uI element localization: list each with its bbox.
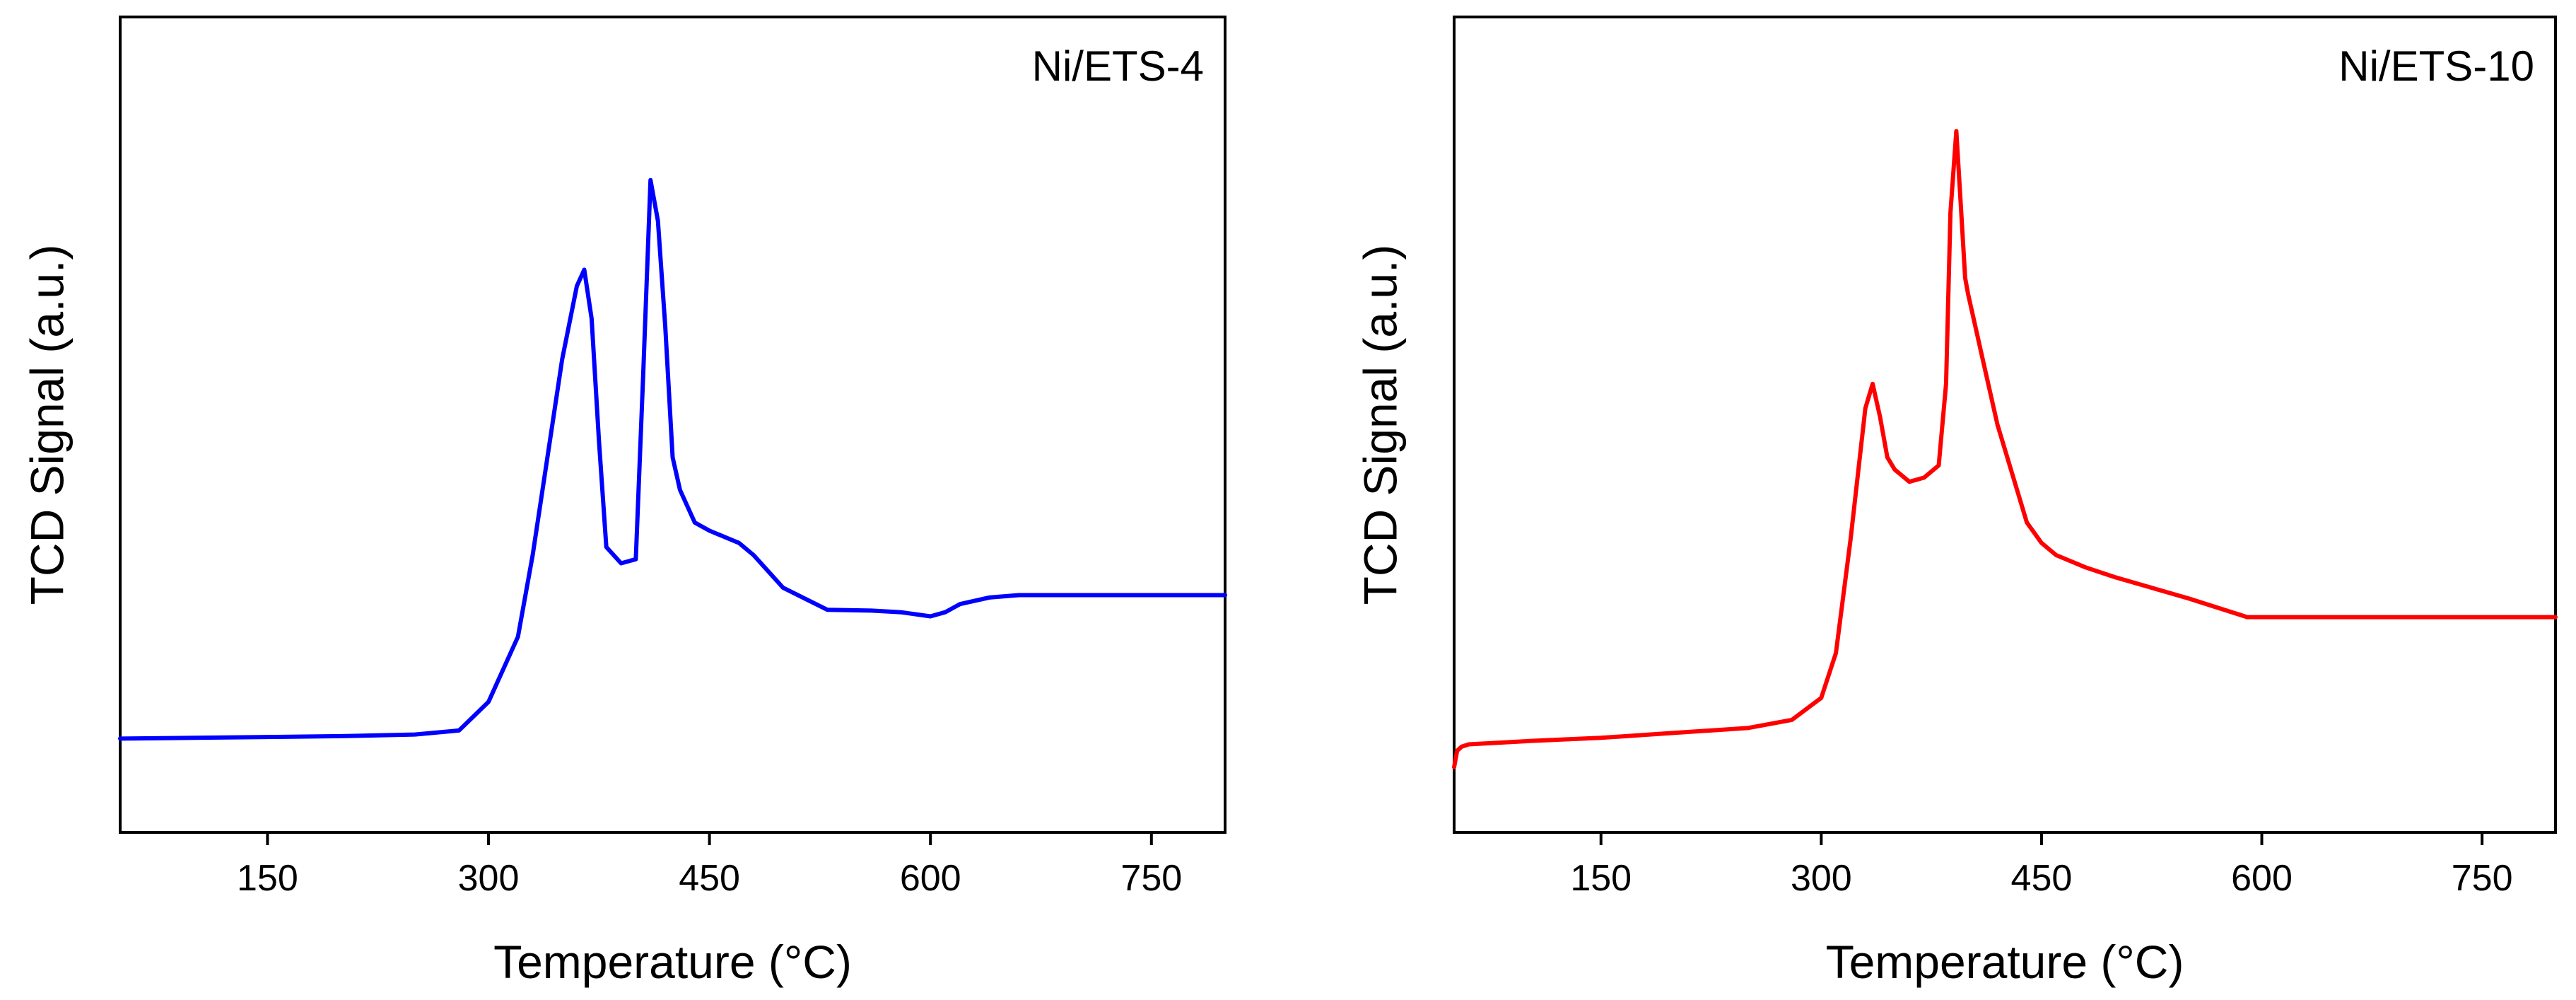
y-axis-title: TCD Signal (a.u.)	[1354, 245, 1406, 605]
chart-panel-2: 150 300 450 600 750 Temperature (°C) TCD Signa…	[1354, 16, 2558, 988]
x-tick-label: 150	[237, 858, 298, 899]
series-line	[118, 178, 1227, 741]
x-tick-label: 600	[900, 858, 961, 899]
series-line	[1452, 129, 2558, 769]
panel-label: Ni/ETS-10	[2338, 42, 2534, 90]
x-tick-label: 150	[1570, 858, 1632, 899]
x-tick-label: 600	[2231, 858, 2293, 899]
x-tick-label: 300	[1791, 858, 1852, 899]
x-axis-title: Temperature (°C)	[493, 936, 852, 988]
x-tick-label: 450	[679, 858, 740, 899]
plot-frame	[1453, 16, 2557, 834]
panel-label: Ni/ETS-4	[1032, 42, 1204, 90]
x-tick-label: 300	[458, 858, 520, 899]
x-tick-label: 450	[2011, 858, 2073, 899]
x-tick-label: 750	[2452, 858, 2513, 899]
plot-frame	[119, 16, 1226, 834]
x-tick-label: 750	[1120, 858, 1182, 899]
x-axis-title: Temperature (°C)	[1826, 936, 2184, 988]
chart-panel-1: 150 300 450 600 750 Temperature (°C) TCD Signa…	[21, 16, 1227, 988]
y-axis-title: TCD Signal (a.u.)	[21, 245, 73, 605]
